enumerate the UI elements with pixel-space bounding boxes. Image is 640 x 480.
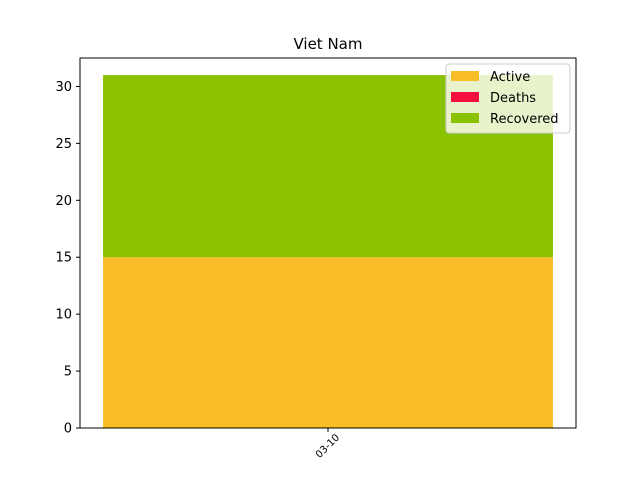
legend-label-active: Active	[490, 70, 530, 85]
x-tick-label: 03-10	[314, 432, 342, 460]
chart-title: Viet Nam	[293, 35, 362, 53]
y-tick-label: 15	[55, 251, 72, 266]
legend-swatch-deaths	[451, 92, 479, 102]
legend-swatch-recovered	[451, 113, 479, 123]
y-tick-label: 5	[64, 365, 72, 380]
y-tick-label: 10	[55, 308, 72, 323]
y-tick-label: 25	[55, 137, 72, 152]
bar-active-0	[103, 257, 553, 428]
y-tick-label: 30	[55, 80, 72, 95]
legend: Active Deaths Recovered	[445, 63, 571, 134]
legend-swatch-active	[451, 71, 479, 81]
x-axis: 03-10	[314, 428, 342, 461]
legend-label-deaths: Deaths	[490, 91, 536, 106]
y-axis: 0 5 10 15 20 25 30	[55, 80, 80, 437]
y-tick-label: 20	[55, 194, 72, 209]
legend-label-recovered: Recovered	[490, 112, 559, 127]
y-tick-label: 0	[64, 422, 72, 437]
plot-frame	[79, 57, 577, 429]
